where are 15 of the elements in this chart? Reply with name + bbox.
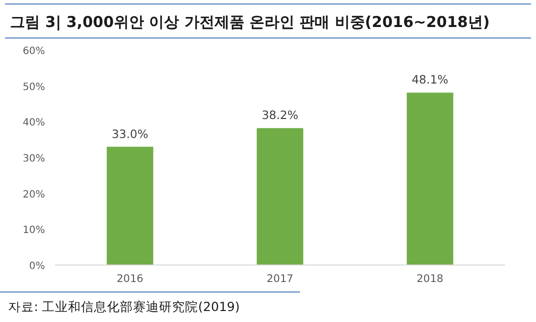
text: 자료: 工业和信息化部赛迪研究院(2019) xyxy=(8,299,240,314)
data-label: 33.0% xyxy=(112,126,148,141)
title: 그림 3| 3,000위안 이상 가전제품 온라인 판매 비중(2016~2018년) xyxy=(10,13,490,31)
x-tick-label: 2018 xyxy=(416,273,444,285)
y-tick-label: 60% xyxy=(22,46,45,57)
y-tick-label: 40% xyxy=(22,118,45,129)
data-label: 48.1% xyxy=(412,72,448,87)
y-tick-label: 50% xyxy=(22,82,45,93)
y-tick-label: 30% xyxy=(22,154,45,164)
y-tick-label: 0% xyxy=(29,261,45,272)
y-tick-label: 20% xyxy=(22,189,45,200)
data-label: 38.2% xyxy=(262,108,298,122)
y-tick-label: 10% xyxy=(22,225,45,236)
x-tick-label: 2016 xyxy=(116,273,144,285)
x-tick-label: 2017 xyxy=(266,273,294,285)
